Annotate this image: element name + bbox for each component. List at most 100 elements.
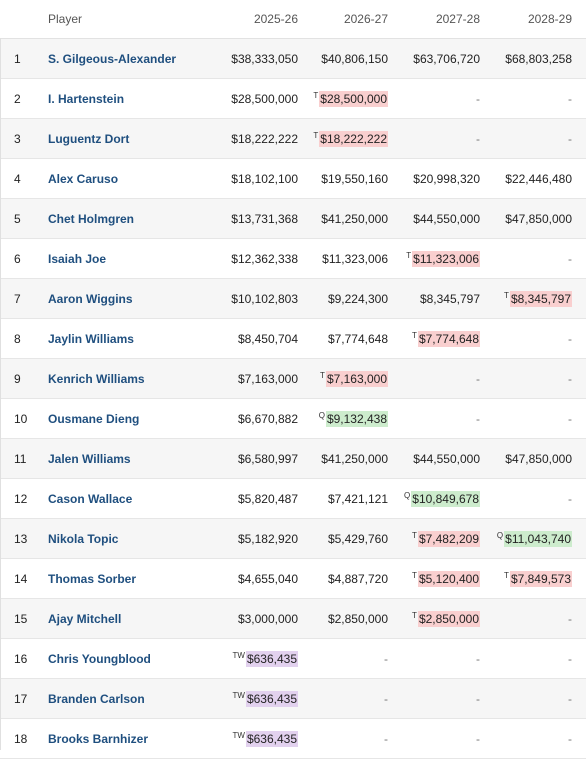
player-link[interactable]: Thomas Sorber [48,571,137,586]
player-link[interactable]: Ajay Mitchell [48,611,122,626]
empty-salary: - [568,731,572,746]
empty-salary: - [476,651,480,666]
salary-cell-2027-28: $44,550,000 [402,438,492,479]
salary-value: $18,222,222 [231,131,298,146]
empty-salary: - [568,611,572,626]
salary-value: $22,446,480 [505,171,572,186]
player-link[interactable]: Isaiah Joe [48,251,107,266]
header-2026-27[interactable]: 2026-27 [312,0,402,39]
player-link[interactable]: Nikola Topic [48,531,119,546]
player-link[interactable]: Brooks Barnhizer [48,731,149,746]
player-cell: Kenrich Williams [48,358,220,399]
salary-value: $41,250,000 [321,211,388,226]
salary-cell-2025-26: $8,450,704 [220,318,312,359]
salary-cell-2027-28: Q $10,849,678 [402,478,492,519]
table-row: 18 Brooks Barnhizer TW $636,435 - - - [0,718,586,759]
salary-cell-2026-27: - [312,678,402,719]
empty-salary: - [476,131,480,146]
salary-cell-2027-28: $20,998,320 [402,158,492,199]
rank-cell: 1 [0,38,48,79]
rank-cell: 5 [0,198,48,239]
table-row: 4 Alex Caruso $18,102,100 $19,550,160 $20,99… [0,158,586,199]
player-link[interactable]: Cason Wallace [48,491,133,506]
salary-value: $636,435 [245,691,298,707]
salary-value: $4,655,040 [237,571,298,586]
player-cell: Jaylin Williams [48,318,220,359]
player-cell: Isaiah Joe [48,238,220,279]
player-cell: Chet Holmgren [48,198,220,239]
table-row: 14 Thomas Sorber $4,655,040 $4,887,720 T $5,1… [0,558,586,599]
salary-value: $44,550,000 [413,211,480,226]
player-link[interactable]: Aaron Wiggins [48,291,133,306]
contract-option-tag: T [504,571,509,580]
salary-cell-2027-28: $8,345,797 [402,278,492,319]
salary-value: $4,887,720 [327,571,388,586]
empty-salary: - [384,731,388,746]
table-row: 10 Ousmane Dieng $6,670,882 Q $9,132,438 - - [0,398,586,439]
player-link[interactable]: Kenrich Williams [48,371,145,386]
salary-value: $9,224,300 [327,291,388,306]
header-player[interactable]: Player [48,0,220,39]
contract-option-tag: Q [318,411,325,420]
salary-cell-2025-26: $6,580,997 [220,438,312,479]
rank-cell: 17 [0,678,48,719]
salary-value: $47,850,000 [505,451,572,466]
salary-value: $20,998,320 [413,171,480,186]
rank-cell: 3 [0,118,48,159]
salary-cell-2026-27: $11,323,006 [312,238,402,279]
player-cell: Nikola Topic [48,518,220,559]
contract-option-tag: TW [232,651,245,660]
player-link[interactable]: Branden Carlson [48,691,145,706]
table-row: 15 Ajay Mitchell $3,000,000 $2,850,000 T $2,8… [0,598,586,639]
player-link[interactable]: Jaylin Williams [48,331,134,346]
salary-value: $7,774,648 [327,331,388,346]
player-link[interactable]: Ousmane Dieng [48,411,140,426]
salary-value: $11,043,740 [504,531,572,547]
salary-value: $8,345,797 [419,291,480,306]
table-row: 13 Nikola Topic $5,182,920 $5,429,760 T $7,48… [0,518,586,559]
empty-salary: - [568,411,572,426]
salary-cell-2026-27: $4,887,720 [312,558,402,599]
player-link[interactable]: Chet Holmgren [48,211,135,226]
salary-cell-2028-29: - [492,678,586,719]
player-link[interactable]: Alex Caruso [48,171,119,186]
salary-cell-2025-26: $7,163,000 [220,358,312,399]
player-cell: Ousmane Dieng [48,398,220,439]
salary-cell-2028-29: - [492,238,586,279]
salary-value: $7,163,000 [325,371,388,387]
table-left-border [0,38,1,750]
salary-cell-2026-27: $41,250,000 [312,198,402,239]
header-2025-26[interactable]: 2025-26 [220,0,312,39]
player-cell: Jalen Williams [48,438,220,479]
table-row: 6 Isaiah Joe $12,362,338 $11,323,006 T $11,32… [0,238,586,279]
player-cell: Luguentz Dort [48,118,220,159]
salary-cell-2026-27: T $28,500,000 [312,78,402,119]
salary-cell-2028-29: - [492,318,586,359]
player-link[interactable]: I. Hartenstein [48,91,125,106]
salary-value: $10,849,678 [411,491,480,507]
table-row: 12 Cason Wallace $5,820,487 $7,421,121 Q $10,… [0,478,586,519]
player-link[interactable]: Chris Youngblood [48,651,151,666]
player-cell: Aaron Wiggins [48,278,220,319]
salary-cell-2026-27: $40,806,150 [312,38,402,79]
rank-cell: 13 [0,518,48,559]
salary-cell-2025-26: $12,362,338 [220,238,312,279]
header-2028-29[interactable]: 2028-29 [492,0,586,39]
player-link[interactable]: Jalen Williams [48,451,131,466]
salary-cell-2028-29: Q $11,043,740 [492,518,586,559]
salary-value: $47,850,000 [505,211,572,226]
salary-value: $5,429,760 [327,531,388,546]
salary-value: $636,435 [245,651,298,667]
contract-option-tag: Q [496,531,504,540]
contract-option-tag: T [504,291,509,300]
salary-value: $40,806,150 [321,51,388,66]
header-2027-28[interactable]: 2027-28 [402,0,492,39]
player-link[interactable]: Luguentz Dort [48,131,130,146]
empty-salary: - [568,91,572,106]
table-row: 17 Branden Carlson TW $636,435 - - - [0,678,586,719]
player-cell: Cason Wallace [48,478,220,519]
salary-value: $10,102,803 [231,291,298,306]
player-link[interactable]: S. Gilgeous-Alexander [48,51,177,66]
salary-value: $2,850,000 [417,611,480,627]
salary-value: $5,182,920 [237,531,298,546]
